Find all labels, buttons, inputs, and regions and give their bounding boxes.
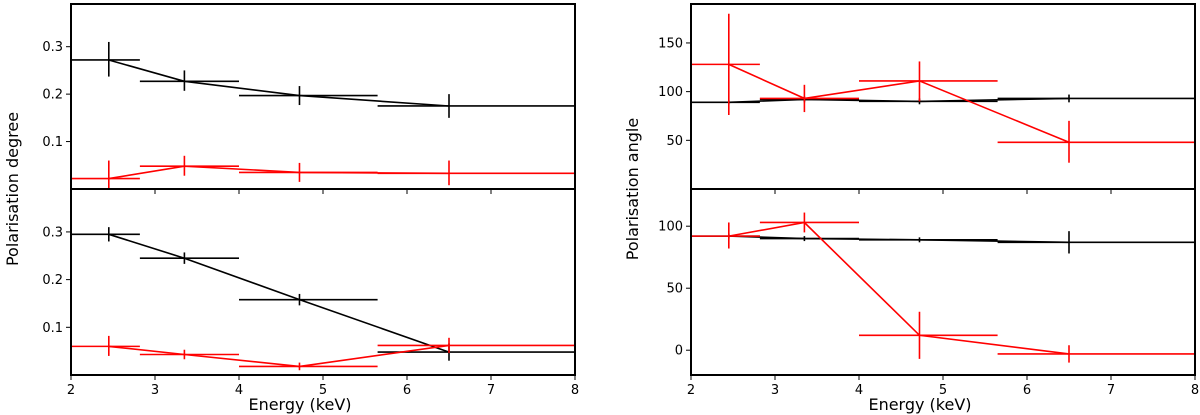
- axes-frame: [690, 188, 1196, 376]
- right-xlabel: Energy (keV): [868, 395, 971, 414]
- left-xlabel: Energy (keV): [248, 395, 351, 414]
- axes-frame: [690, 3, 1196, 190]
- xtick-label-2: 4: [855, 383, 863, 398]
- ytick-label-0: 0.1: [42, 321, 63, 336]
- panel-left-top-degree: 0.1 0.2 0.3: [42, 3, 576, 194]
- ytick-label-2: 150: [658, 36, 683, 51]
- xtick-label-4: 6: [1023, 383, 1031, 398]
- series-1-line: [108, 344, 450, 368]
- panel-left-bottom-degree: 0.1 0.2 0.3 2 3 4 5 6 7 8: [42, 188, 579, 398]
- xtick-label-5: 7: [1107, 383, 1115, 398]
- series-1-line: [728, 63, 1070, 144]
- ytick-label-1: 100: [658, 85, 683, 100]
- left-ylabel: Polarisation degree: [3, 112, 22, 266]
- xtick-label-5: 7: [487, 383, 495, 398]
- ytick-label-0: 0: [675, 344, 683, 359]
- series-0-line: [728, 97, 1070, 104]
- right-ylabel: Polarisation angle: [623, 118, 642, 260]
- series-0-line: [108, 59, 450, 107]
- ytick-label-0: 0.1: [42, 135, 63, 150]
- panel-right-bottom-angle: 0 50 100 2 3 4 5 6 7 8: [658, 188, 1199, 398]
- xtick-label-2: 4: [235, 383, 243, 398]
- panel-right-top-angle: 50 100 150: [658, 3, 1196, 194]
- ytick-label-1: 0.2: [42, 88, 63, 103]
- ytick-label-2: 0.3: [42, 40, 63, 55]
- xtick-label-3: 5: [319, 383, 327, 398]
- ytick-label-1: 0.2: [42, 273, 63, 288]
- ytick-label-2: 100: [658, 220, 683, 235]
- xtick-label-1: 3: [771, 383, 779, 398]
- xtick-label-3: 5: [939, 383, 947, 398]
- xtick-label-0: 2: [67, 383, 75, 398]
- ytick-label-2: 0.3: [42, 225, 63, 240]
- ytick-label-0: 50: [666, 134, 683, 149]
- series-1-line: [728, 221, 1070, 355]
- ytick-label-1: 50: [666, 282, 683, 297]
- axes-frame: [70, 188, 576, 376]
- xtick-label-4: 6: [403, 383, 411, 398]
- xtick-label-6: 8: [571, 383, 579, 398]
- xtick-label-6: 8: [1191, 383, 1199, 398]
- xtick-label-0: 2: [687, 383, 695, 398]
- series-0-line: [108, 233, 450, 353]
- xtick-label-1: 3: [151, 383, 159, 398]
